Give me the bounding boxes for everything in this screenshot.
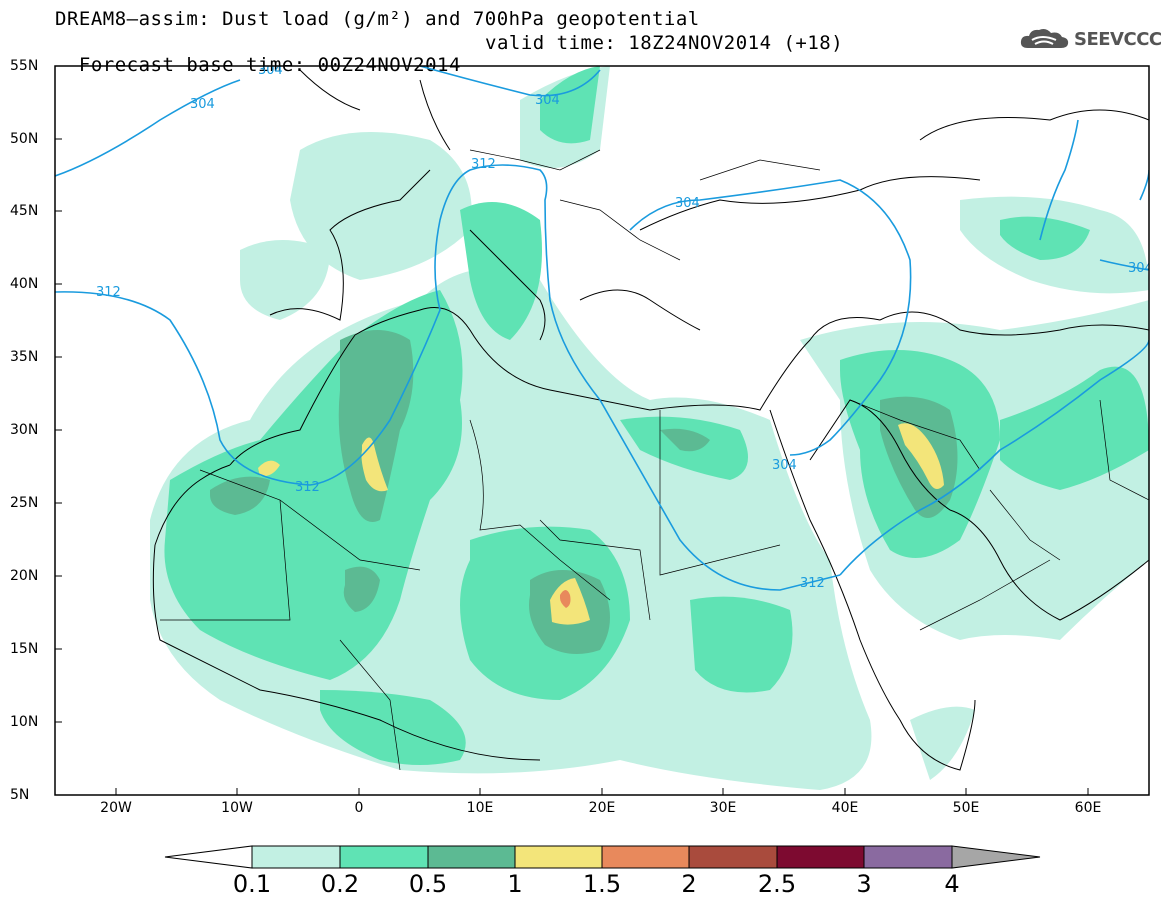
contour-label: 304 bbox=[1128, 261, 1153, 276]
lon-label: 0 bbox=[354, 800, 364, 816]
seevccc-logo: SEEVCCC bbox=[1018, 26, 1162, 52]
colorbar-high-arrow bbox=[951, 845, 1041, 869]
contour-label: 312 bbox=[96, 285, 121, 300]
lon-label: 10W bbox=[221, 800, 253, 816]
lon-label: 30E bbox=[709, 800, 737, 816]
colorbar-swatch bbox=[251, 845, 341, 869]
lon-label: 20W bbox=[100, 800, 132, 816]
lat-label: 50N bbox=[10, 131, 39, 147]
lon-label: 50E bbox=[952, 800, 980, 816]
map-title: DREAM8–assim: Dust load (g/m²) and 700hP… bbox=[55, 8, 700, 30]
forecast-base-time: Forecast base time: 00Z24NOV2014 valid t… bbox=[55, 32, 843, 98]
contour-label: 304 bbox=[190, 97, 215, 112]
lat-label: 15N bbox=[10, 641, 39, 657]
contour-label: 304 bbox=[258, 63, 283, 78]
map-fields: 304 304 312 304 304 312 312 304 312 304 bbox=[55, 63, 1153, 790]
contour-label: 312 bbox=[800, 576, 825, 591]
contour-label: 304 bbox=[772, 458, 797, 473]
lat-ticks bbox=[55, 138, 62, 723]
contour-labels: 304 304 312 304 304 312 312 304 312 304 bbox=[96, 63, 1153, 591]
lat-label: 40N bbox=[10, 276, 39, 292]
contour-label: 304 bbox=[675, 196, 700, 211]
geopotential-contours bbox=[55, 66, 1149, 591]
lat-label: 35N bbox=[10, 349, 39, 365]
colorbar-swatch bbox=[514, 845, 603, 869]
lon-ticks bbox=[115, 788, 1089, 795]
lat-label: 55N bbox=[10, 58, 39, 74]
lon-label: 40E bbox=[831, 800, 859, 816]
colorbar-label: 1 bbox=[507, 870, 523, 898]
colorbar-swatch bbox=[339, 845, 429, 869]
cloud-icon bbox=[1020, 29, 1069, 48]
colorbar-label: 1.5 bbox=[582, 870, 622, 898]
colorbar-swatch bbox=[427, 845, 516, 869]
colorbar-label: 2 bbox=[681, 870, 697, 898]
colorbar-label: 4 bbox=[944, 870, 960, 898]
lat-label: 45N bbox=[10, 203, 39, 219]
lon-label: 20E bbox=[588, 800, 616, 816]
logo-text: SEEVCCC bbox=[1074, 28, 1162, 50]
colorbar bbox=[164, 845, 1041, 869]
coastlines bbox=[152, 69, 1149, 771]
lat-label: 5N bbox=[10, 787, 30, 803]
lat-label: 25N bbox=[10, 495, 39, 511]
colorbar-low-arrow bbox=[164, 845, 253, 869]
lon-label: 60E bbox=[1074, 800, 1102, 816]
contour-label: 304 bbox=[535, 93, 560, 108]
colorbar-swatch bbox=[863, 845, 953, 869]
colorbar-label: 0.2 bbox=[320, 870, 360, 898]
lat-label: 10N bbox=[10, 714, 39, 730]
valid-time: valid time: 18Z24NOV2014 (+18) bbox=[485, 32, 844, 54]
borders bbox=[160, 149, 1149, 771]
lat-label: 30N bbox=[10, 422, 39, 438]
contour-label: 312 bbox=[295, 480, 320, 495]
colorbar-label: 2.5 bbox=[757, 870, 797, 898]
colorbar-swatch bbox=[776, 845, 865, 869]
colorbar-label: 3 bbox=[856, 870, 872, 898]
colorbar-swatch bbox=[688, 845, 778, 869]
dust-level-extreme bbox=[560, 590, 571, 608]
lon-label: 10E bbox=[466, 800, 494, 816]
lat-label: 20N bbox=[10, 568, 39, 584]
colorbar-label: 0.5 bbox=[408, 870, 448, 898]
contour-label: 312 bbox=[471, 157, 496, 172]
colorbar-label: 0.1 bbox=[232, 870, 272, 898]
colorbar-swatch bbox=[601, 845, 690, 869]
forecast-base-text: Forecast base time: 00Z24NOV2014 bbox=[78, 54, 461, 76]
